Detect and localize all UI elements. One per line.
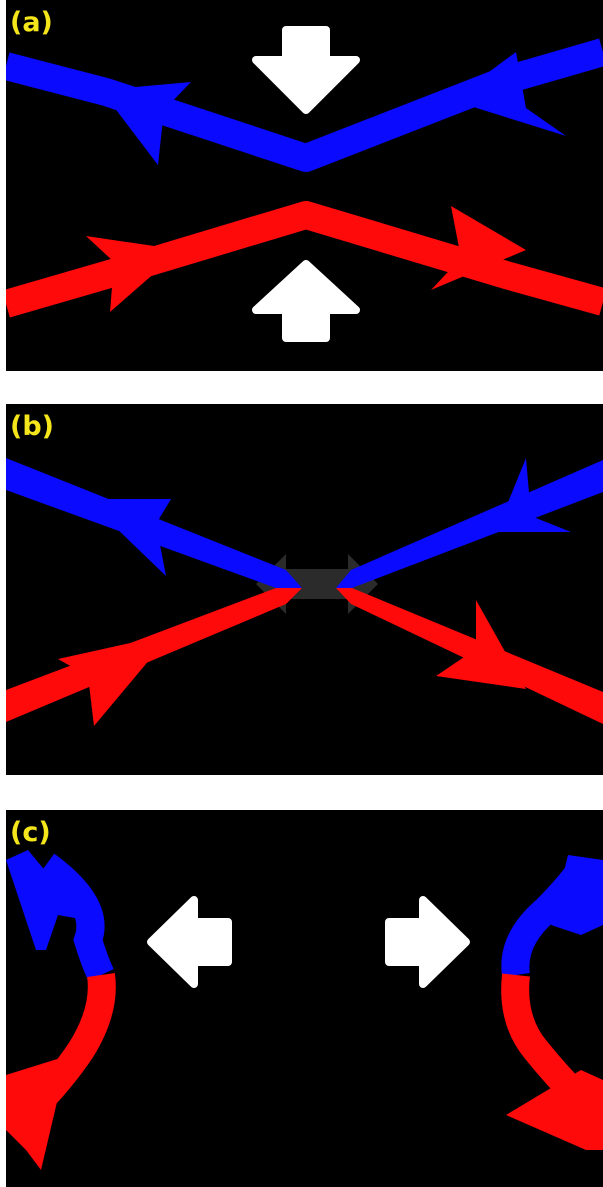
push-right-arrow-icon bbox=[385, 896, 470, 988]
panel-b-diagram bbox=[6, 458, 603, 726]
faded-center-block-icon bbox=[298, 569, 336, 599]
panel-b-label: (b) bbox=[10, 411, 55, 442]
right-red-arrowhead bbox=[506, 1070, 603, 1150]
red-line bbox=[6, 201, 603, 318]
blue-line-arrowhead-right bbox=[496, 458, 571, 532]
red-line-arrowhead-left bbox=[58, 634, 171, 726]
left-blue-curve bbox=[37, 853, 114, 981]
panel-a-diagram bbox=[6, 26, 603, 342]
red-line-arrowhead-right bbox=[431, 206, 526, 290]
push-down-arrow-icon bbox=[252, 26, 360, 114]
panel-c: (c) bbox=[6, 810, 603, 1187]
blue-line bbox=[6, 38, 603, 172]
left-red-arrowhead bbox=[6, 1050, 86, 1170]
push-left-arrow-icon bbox=[147, 896, 232, 988]
panel-c-diagram bbox=[6, 850, 603, 1170]
red-line-arrowhead-right bbox=[436, 600, 526, 689]
left-blue-arrowhead bbox=[6, 850, 86, 950]
red-line-left bbox=[6, 588, 302, 722]
right-blue-arrowhead bbox=[551, 855, 603, 935]
panel-c-label: (c) bbox=[10, 817, 51, 848]
panel-a-label: (a) bbox=[10, 7, 53, 38]
blue-line-arrowhead-left bbox=[86, 499, 171, 576]
blue-line-arrowhead-right bbox=[451, 52, 566, 136]
push-up-arrow-icon bbox=[252, 260, 360, 342]
blue-line-arrowhead-left bbox=[101, 82, 191, 165]
blue-line-right bbox=[336, 460, 603, 588]
red-line-arrowhead-left bbox=[86, 236, 181, 312]
panel-a: (a) bbox=[6, 0, 603, 371]
panel-b: (b) bbox=[6, 404, 603, 775]
